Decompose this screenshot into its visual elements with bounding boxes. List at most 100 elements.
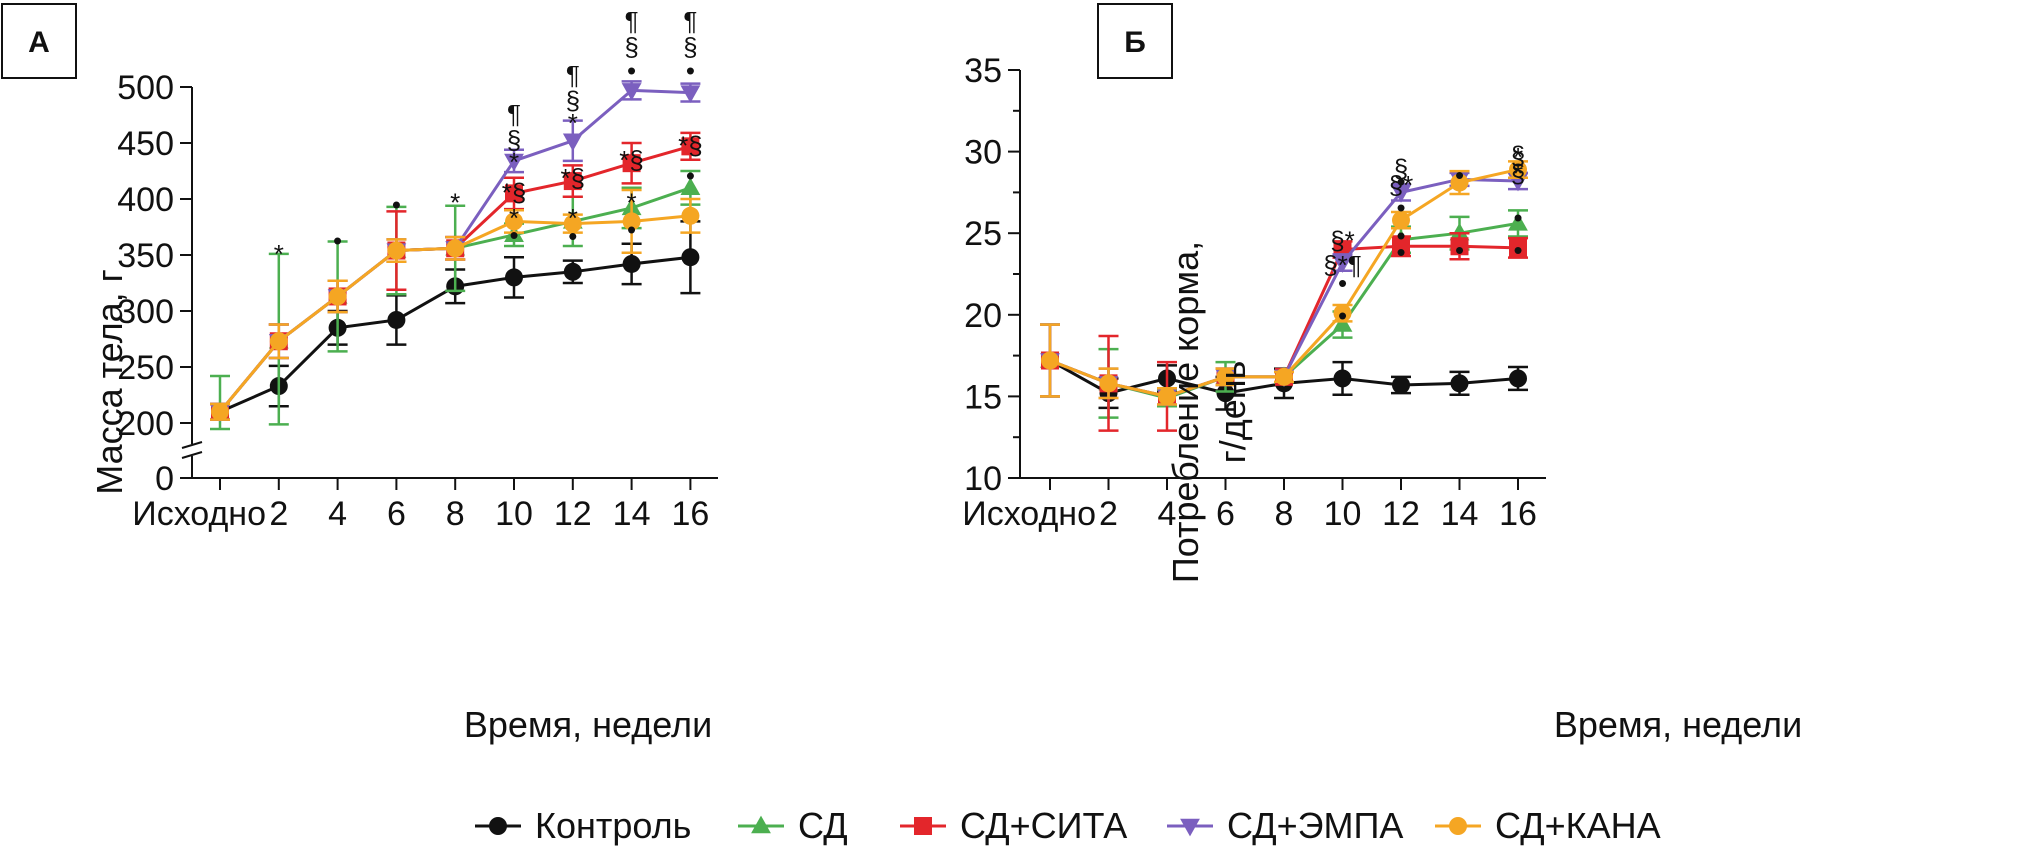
significance-mark: • bbox=[1513, 203, 1522, 233]
significance-mark: * bbox=[450, 187, 460, 217]
legend-label: Контроль bbox=[535, 805, 691, 846]
panel-b-ylabel-line2: г/день bbox=[1212, 361, 1253, 464]
panel-a-x-tick-label: 10 bbox=[495, 495, 533, 533]
significance-mark: • bbox=[1396, 237, 1405, 267]
panel-b-x-tick-label: 12 bbox=[1382, 495, 1420, 533]
data-point bbox=[1449, 222, 1470, 241]
data-point bbox=[504, 153, 524, 172]
data-point bbox=[1509, 238, 1527, 257]
panel-a-annotations: * •• *¶§**§*•¶§**§*•¶§•*§*•¶§•*§• bbox=[274, 6, 703, 269]
panel-b-y-tick-label: 20 bbox=[964, 297, 1002, 335]
panel-b-y-tick-label: 15 bbox=[964, 378, 1002, 416]
data-point bbox=[1508, 213, 1528, 231]
data-point bbox=[1450, 374, 1469, 393]
data-point bbox=[563, 262, 582, 281]
panel-b-marks: §*§*¶••••••§§* ••**••§§ bbox=[1040, 140, 1528, 432]
data-point bbox=[680, 177, 701, 195]
panel-b-series-СД+КАНА bbox=[1040, 160, 1528, 406]
panel-b-x-tick-label: 4 bbox=[1158, 495, 1177, 533]
panel-b-ylabel-line1: Потребление корма, bbox=[1165, 241, 1206, 583]
significance-mark: * bbox=[568, 108, 578, 138]
data-point bbox=[622, 254, 641, 273]
significance-mark: § bbox=[1394, 154, 1408, 184]
series-line bbox=[1049, 177, 1519, 398]
data-point bbox=[211, 402, 229, 421]
data-point bbox=[1216, 367, 1235, 386]
panel-b-x-tick-label: 16 bbox=[1499, 495, 1537, 533]
data-point bbox=[563, 214, 582, 233]
panel-a-x-tick-label: 12 bbox=[554, 495, 592, 533]
data-point bbox=[1158, 387, 1176, 406]
significance-mark: § bbox=[507, 125, 521, 155]
significance-mark: § bbox=[683, 32, 697, 62]
data-point bbox=[1333, 369, 1352, 388]
panel-a: А 0 200 250 300 350 400 450 500 Исходно 2 4 6 8 10 12 1… bbox=[1, 3, 718, 745]
significance-mark: § bbox=[566, 86, 580, 116]
panel-a-y-tick-label: 0 bbox=[155, 460, 174, 498]
legend-marker bbox=[914, 817, 932, 835]
data-point bbox=[681, 206, 700, 225]
panel-b-letter: Б bbox=[1124, 26, 1146, 59]
panel-b-axes: 10 15 20 25 30 35 Исходно 2 4 6 8 10 12 14 16 bbox=[962, 52, 1546, 533]
significance-mark: • bbox=[1455, 160, 1464, 190]
significance-mark: ¶ bbox=[507, 99, 521, 129]
panel-a-y-tick-label: 500 bbox=[117, 69, 174, 107]
panel-a-y-tick-label: 400 bbox=[117, 181, 174, 219]
data-point bbox=[387, 241, 406, 260]
panel-a-axes: 0 200 250 300 350 400 450 500 Исходно 2 4 6 8 10 12 14 1… bbox=[117, 69, 718, 533]
panel-a-letter-box bbox=[1, 3, 77, 79]
data-point bbox=[1450, 173, 1469, 192]
significance-mark: *§ bbox=[561, 163, 586, 193]
panel-b-x-tick-label: 8 bbox=[1275, 495, 1294, 533]
panel-b-y-tick-label: 10 bbox=[964, 460, 1002, 498]
panel-a-series-СД+КАНА bbox=[210, 188, 701, 421]
data-point bbox=[681, 137, 700, 156]
data-point bbox=[1391, 185, 1411, 203]
data-point bbox=[562, 133, 583, 152]
panel-b-x-tick-label: 2 bbox=[1099, 495, 1118, 533]
significance-mark: • bbox=[1513, 235, 1522, 265]
panel-a-x-tick-label: 14 bbox=[613, 495, 651, 533]
data-point bbox=[1450, 237, 1469, 256]
significance-mark: *§ bbox=[619, 145, 644, 175]
significance-mark: • bbox=[686, 161, 695, 191]
significance-mark: § bbox=[1511, 158, 1525, 188]
significance-mark: *§ bbox=[502, 177, 527, 207]
panel-a-y-tick-label: 200 bbox=[117, 405, 174, 443]
significance-mark: • bbox=[1455, 235, 1464, 265]
legend-item-СД+КАНА: СД+КАНА bbox=[1435, 805, 1661, 846]
data-point bbox=[1392, 237, 1410, 256]
panel-a-x-tick-label: 2 bbox=[269, 495, 288, 533]
panel-a-y-tick-label: 300 bbox=[117, 293, 174, 331]
legend: Контроль СД СД+СИТА СД+ЭМПА СД+КАНА bbox=[475, 805, 1661, 846]
significance-mark: • bbox=[1396, 167, 1405, 197]
significance-mark: • bbox=[568, 221, 577, 251]
significance-mark: • bbox=[627, 55, 636, 85]
significance-mark: §* bbox=[1389, 170, 1414, 200]
significance-mark: • bbox=[333, 226, 342, 256]
panel-a-y-tick-label: 450 bbox=[117, 125, 174, 163]
panel-b-x-tick-label: Исходно bbox=[962, 495, 1096, 533]
panel-a-axis-break bbox=[181, 451, 203, 459]
panel-b-xlabel: Время, недели bbox=[1554, 704, 1802, 745]
series-line bbox=[1049, 168, 1519, 398]
significance-mark: § bbox=[1511, 140, 1525, 170]
data-point bbox=[680, 85, 701, 103]
legend-item-Контроль: Контроль bbox=[475, 805, 691, 846]
panel-a-letter: А bbox=[28, 26, 50, 59]
panel-a-axis-break bbox=[181, 441, 203, 449]
panel-a-ylabel: Масса тела, г bbox=[89, 269, 130, 495]
legend-label: СД+СИТА bbox=[960, 805, 1127, 846]
legend-label: СД+КАНА bbox=[1495, 805, 1661, 846]
panel-b-x-tick-label: 10 bbox=[1324, 495, 1362, 533]
legend-marker bbox=[1180, 818, 1200, 837]
data-point bbox=[505, 184, 523, 203]
data-point bbox=[622, 154, 641, 173]
data-point bbox=[622, 212, 641, 231]
panel-a-x-tick-label: 6 bbox=[387, 495, 406, 533]
data-point bbox=[1216, 384, 1235, 403]
significance-mark: • bbox=[1338, 268, 1347, 298]
panel-a-x-tick-label: Исходно bbox=[132, 495, 266, 533]
